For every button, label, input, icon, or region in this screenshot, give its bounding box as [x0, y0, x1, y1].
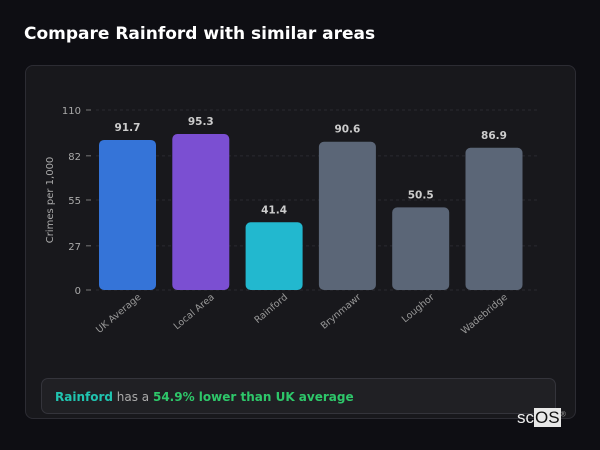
- x-tick-label: Brynmawr: [319, 292, 364, 332]
- data-label: 86.9: [481, 130, 507, 142]
- y-tick-label: 0: [75, 286, 81, 297]
- comparison-summary: Rainford has a 54.9% lower than UK avera…: [41, 378, 556, 414]
- y-tick-label: 27: [68, 242, 81, 253]
- bar-local-area: [172, 134, 230, 290]
- bar-brynmawr: [318, 141, 376, 290]
- summary-text: has a: [112, 390, 153, 404]
- bar-wadebridge: [465, 147, 523, 290]
- data-label: 91.7: [115, 122, 141, 134]
- x-tick-label: Rainford: [252, 292, 290, 326]
- data-label: 95.3: [188, 116, 214, 128]
- x-tick-label: Loughor: [400, 292, 437, 325]
- scos-logo: scOS®: [517, 408, 566, 427]
- data-label: 50.5: [408, 189, 434, 201]
- x-tick-label: Local Area: [172, 292, 217, 332]
- y-axis-label: Crimes per 1,000: [45, 157, 56, 244]
- bar-rainford: [245, 222, 303, 290]
- y-tick-label: 55: [68, 196, 81, 207]
- x-tick-label: UK Average: [94, 292, 143, 336]
- y-tick-label: 110: [62, 106, 81, 117]
- y-tick-label: 82: [68, 152, 81, 163]
- bar-loughor: [392, 207, 450, 290]
- comparison-value: 54.9% lower than UK average: [152, 390, 354, 404]
- bar-uk-average: [99, 139, 156, 290]
- area-name: Rainford: [55, 390, 113, 404]
- page-title: Compare Rainford with similar areas: [24, 24, 376, 44]
- data-label: 90.6: [334, 124, 360, 136]
- x-tick-label: Wadebridge: [459, 292, 510, 337]
- data-label: 41.4: [261, 204, 287, 216]
